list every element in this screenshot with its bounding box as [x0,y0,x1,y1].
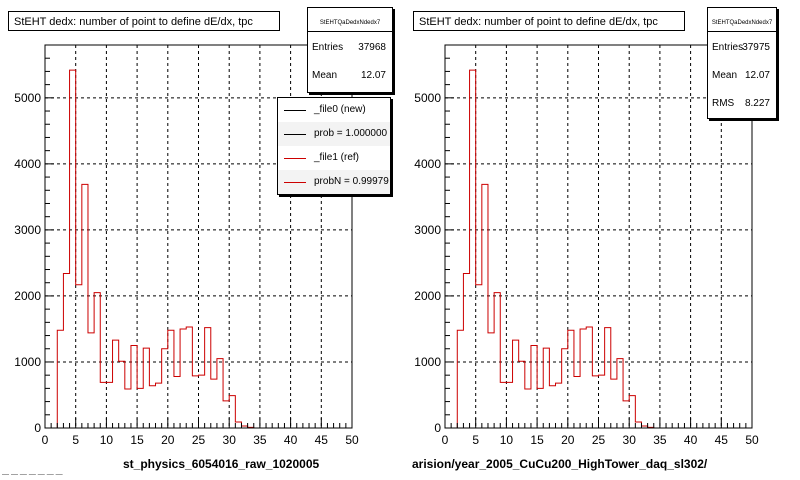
x-tick-label: 15 [130,433,144,447]
y-tick-label: 0 [34,421,41,435]
legend-entry-label: probN = 0.99979 [314,176,389,187]
x-tick-label: 25 [592,433,606,447]
x-tick-label: 20 [161,433,175,447]
stats-value: 37968 [358,42,386,53]
x-tick-label: 30 [623,433,637,447]
stats-box-1: StEHTQaDedxNdedx7 Entries 37968 Mean 12.… [307,7,393,93]
stats-row-mean: Mean 12.07 [308,60,392,88]
stats-box-2: StEHTQaDedxNdedx7 Entries 37975 Mean 12.… [707,7,777,119]
y-tick-label: 1000 [414,355,441,369]
y-tick-label: 3000 [14,223,41,237]
x-tick-label: 35 [653,433,667,447]
x-tick-label: 30 [223,433,237,447]
y-tick-label: 4000 [414,157,441,171]
x-tick-label: 40 [684,433,698,447]
legend-entry-file0: _file0 (new) [278,98,390,122]
legend-line-marker [284,110,306,111]
y-tick-label: 5000 [414,91,441,105]
stats-value: 8.227 [744,98,770,109]
histogram-plot-2: 0 5 10 15 20 25 30 35 40 45 50 0 1000 2000 3000 4000 500… [414,44,759,447]
x-tick-label: 45 [315,433,329,447]
y-tick-label: 5000 [14,91,41,105]
y-tick-label: 3000 [414,223,441,237]
stats-label: Mean [312,70,338,81]
y-tick-label: 4000 [14,157,41,171]
stats-label: Mean [712,70,738,81]
stats-row-entries: Entries 37975 [708,32,776,60]
y-tick-label: 2000 [14,289,41,303]
file-label-2: arision/year_2005_CuCu200_HighTower_daq_… [412,457,708,471]
stats-value: 12.07 [360,70,386,81]
y-tick-label: 1000 [14,355,41,369]
stats-label: Entries [312,42,344,53]
stats-value: 37975 [742,42,770,53]
x-tick-label: 50 [345,433,359,447]
legend-line-marker [284,158,306,159]
y-tick-label: 0 [434,421,441,435]
x-tick-label: 50 [745,433,759,447]
x-tick-label: 0 [442,433,449,447]
legend-entry-file1: _file1 (ref) [278,146,390,170]
x-tick-label: 0 [42,433,49,447]
stats-box-name: StEHTQaDedxNdedx7 [308,8,392,32]
stats-box-name: StEHTQaDedxNdedx7 [708,8,776,32]
stats-row-mean: Mean 12.07 [708,60,776,88]
histogram-plot-1: 0 5 10 15 20 25 30 35 40 45 50 0 1000 2000 3000 4000 500… [14,44,359,447]
y-tick-label: 2000 [414,289,441,303]
x-tick-label: 25 [192,433,206,447]
legend-box: _file0 (new) prob = 1.000000 _file1 (ref… [277,97,391,195]
histogram-title-1: StEHT dedx: number of point to define dE… [8,11,280,31]
stats-row-rms: RMS 8.227 [708,88,776,116]
x-tick-label: 10 [500,433,514,447]
x-tick-label: 40 [284,433,298,447]
legend-entry-probn: probN = 0.99979 [278,170,390,194]
timestamp-stamp: — — — — — — — [2,471,63,478]
x-tick-label: 35 [253,433,267,447]
x-tick-label: 5 [72,433,79,447]
x-tick-label: 5 [472,433,479,447]
legend-entry-prob: prob = 1.000000 [278,122,390,146]
x-tick-label: 20 [561,433,575,447]
legend-line-marker [284,134,306,135]
legend-entry-label: _file1 (ref) [314,152,360,163]
file-label-1: st_physics_6054016_raw_1020005 [123,457,320,471]
stats-label: RMS [712,98,735,109]
legend-entry-label: _file0 (new) [314,104,366,115]
x-tick-label: 15 [530,433,544,447]
stats-row-entries: Entries 37968 [308,32,392,60]
x-tick-label: 45 [715,433,729,447]
histogram-title-2: StEHT dedx: number of point to define dE… [413,11,685,31]
stats-value: 12.07 [744,70,770,81]
stats-label: Entries [712,42,744,53]
legend-line-marker [284,182,306,183]
legend-entry-label: prob = 1.000000 [314,128,388,139]
x-tick-label: 10 [100,433,114,447]
